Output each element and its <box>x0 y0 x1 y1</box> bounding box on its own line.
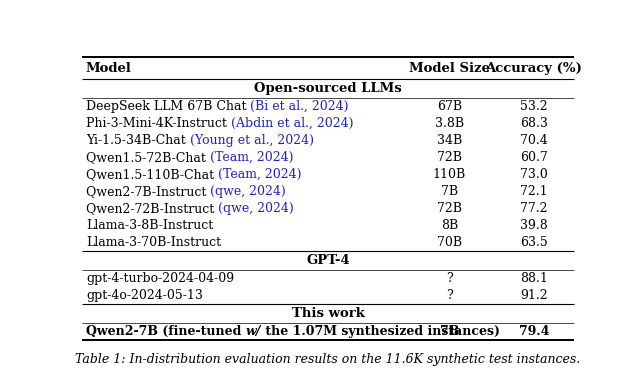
Text: Qwen1.5-72B-Chat: Qwen1.5-72B-Chat <box>86 151 210 164</box>
Text: 63.5: 63.5 <box>520 236 548 249</box>
Text: Open-sourced LLMs: Open-sourced LLMs <box>254 82 402 95</box>
Text: Qwen1.5-110B-Chat: Qwen1.5-110B-Chat <box>86 168 218 181</box>
Text: 68.3: 68.3 <box>520 117 548 130</box>
Text: 88.1: 88.1 <box>520 272 548 285</box>
Text: (Bi et al., 2024): (Bi et al., 2024) <box>250 100 349 113</box>
Text: 70.4: 70.4 <box>520 134 548 147</box>
Text: 39.8: 39.8 <box>520 219 548 232</box>
Text: 73.0: 73.0 <box>520 168 548 181</box>
Text: 77.2: 77.2 <box>520 202 548 215</box>
Text: 79.4: 79.4 <box>518 325 549 338</box>
Text: Accuracy (%): Accuracy (%) <box>485 62 582 75</box>
Text: Llama-3-8B-Instruct: Llama-3-8B-Instruct <box>86 219 213 232</box>
Text: DeepSeek LLM 67B Chat: DeepSeek LLM 67B Chat <box>86 100 250 113</box>
Text: GPT-4: GPT-4 <box>306 254 350 267</box>
Text: Qwen2-72B-Instruct: Qwen2-72B-Instruct <box>86 202 218 215</box>
Text: 110B: 110B <box>433 168 466 181</box>
Text: w/: w/ <box>246 325 261 338</box>
Text: ?: ? <box>446 289 453 302</box>
Text: the 1.07M synthesized instances): the 1.07M synthesized instances) <box>261 325 500 338</box>
Text: gpt-4o-2024-05-13: gpt-4o-2024-05-13 <box>86 289 203 302</box>
Text: 72B: 72B <box>437 202 462 215</box>
Text: (Team, 2024): (Team, 2024) <box>218 168 301 181</box>
Text: (Abdin et al., 2024): (Abdin et al., 2024) <box>231 117 353 130</box>
Text: 8B: 8B <box>441 219 458 232</box>
Text: 67B: 67B <box>437 100 462 113</box>
Text: Model: Model <box>86 62 132 75</box>
Text: (qwe, 2024): (qwe, 2024) <box>218 202 294 215</box>
Text: Qwen2-7B-Instruct: Qwen2-7B-Instruct <box>86 185 211 198</box>
Text: 7B: 7B <box>440 325 460 338</box>
Text: Model Size: Model Size <box>409 62 490 75</box>
Text: Yi-1.5-34B-Chat: Yi-1.5-34B-Chat <box>86 134 189 147</box>
Text: (Young et al., 2024): (Young et al., 2024) <box>189 134 314 147</box>
Text: Llama-3-70B-Instruct: Llama-3-70B-Instruct <box>86 236 221 249</box>
Text: 34B: 34B <box>437 134 462 147</box>
Text: gpt-4-turbo-2024-04-09: gpt-4-turbo-2024-04-09 <box>86 272 234 285</box>
Text: 70B: 70B <box>437 236 462 249</box>
Text: 72.1: 72.1 <box>520 185 548 198</box>
Text: ?: ? <box>446 272 453 285</box>
Text: 60.7: 60.7 <box>520 151 548 164</box>
Text: 53.2: 53.2 <box>520 100 548 113</box>
Text: Qwen2-7B (fine-tuned: Qwen2-7B (fine-tuned <box>86 325 246 338</box>
Text: (Team, 2024): (Team, 2024) <box>210 151 293 164</box>
Text: 3.8B: 3.8B <box>435 117 464 130</box>
Text: 72B: 72B <box>437 151 462 164</box>
Text: Phi-3-Mini-4K-Instruct: Phi-3-Mini-4K-Instruct <box>86 117 231 130</box>
Text: (qwe, 2024): (qwe, 2024) <box>211 185 286 198</box>
Text: 7B: 7B <box>441 185 458 198</box>
Text: 91.2: 91.2 <box>520 289 548 302</box>
Text: This work: This work <box>292 307 364 320</box>
Text: Table 1: In-distribution evaluation results on the 11.6K synthetic test instance: Table 1: In-distribution evaluation resu… <box>76 353 580 366</box>
